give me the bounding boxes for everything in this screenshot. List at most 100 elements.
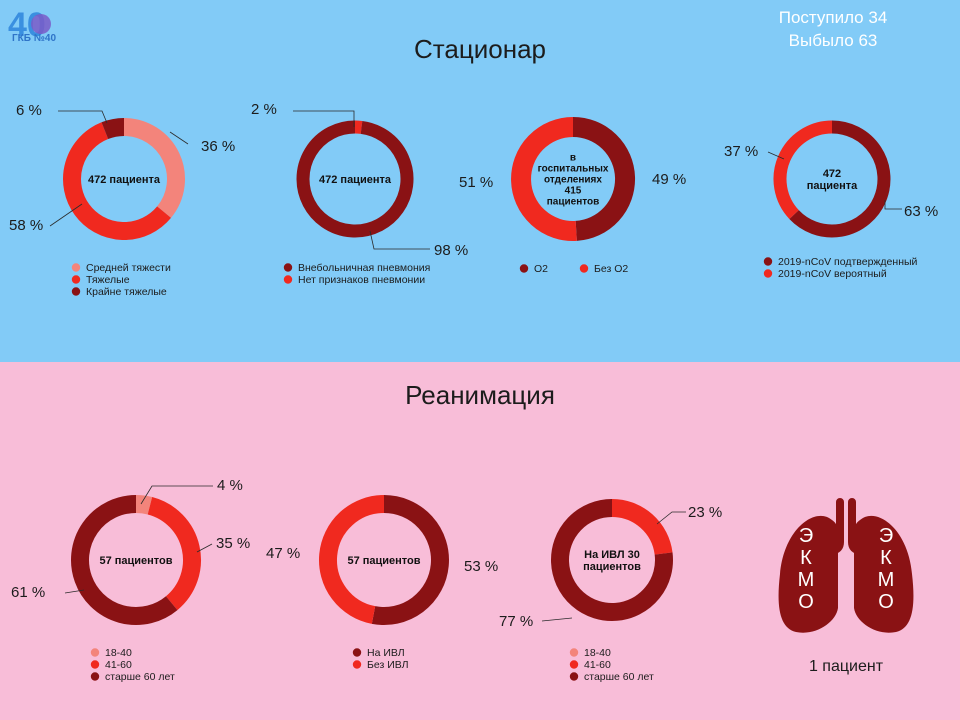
discharged-count: Выбыло 63 bbox=[788, 31, 878, 50]
donut-5-legend-label: 41-60 bbox=[105, 659, 132, 671]
donut-4-slice-1 bbox=[789, 120, 891, 238]
donut-4-center-label: пациента bbox=[807, 180, 858, 192]
donut-7-leader-line bbox=[541, 617, 573, 622]
donut-3-center-label: пациентов bbox=[547, 197, 600, 208]
donut-1-leader-line bbox=[58, 110, 108, 124]
donut-5-pct-label: 35 % bbox=[216, 535, 250, 552]
donut-5-slice-2 bbox=[147, 497, 201, 611]
donut-3-center-label: госпитальных bbox=[538, 164, 609, 175]
hospital-section-title: Стационар bbox=[413, 34, 546, 64]
donut-1-legend-label: Тяжелые bbox=[86, 274, 130, 286]
donut-7-pct-label: 23 % bbox=[688, 504, 722, 521]
donut-5-legend-label: старше 60 лет bbox=[105, 671, 175, 683]
donut-1-pct-label: 6 % bbox=[16, 102, 42, 119]
ekmo-letter: Э bbox=[799, 525, 813, 547]
donut-5-legend-swatch bbox=[90, 672, 100, 681]
icu-section-title: Реанимация bbox=[405, 380, 555, 410]
donut-3-center-label: в bbox=[570, 153, 576, 164]
donut-3-legend-label: Без O2 bbox=[594, 263, 628, 275]
donut-7-legend-swatch bbox=[569, 672, 579, 681]
donut-6-legend-swatch bbox=[352, 648, 362, 657]
donut-1-slice-2 bbox=[63, 122, 171, 240]
donut-3-center-label: отделениях bbox=[544, 175, 602, 186]
donut-5-legend-swatch bbox=[90, 660, 100, 669]
donut-4-center-label: 472 bbox=[823, 168, 841, 180]
donut-2-legend-swatch bbox=[283, 263, 293, 272]
donut-7-center-label: На ИВЛ 30 bbox=[584, 549, 640, 561]
donut-5-center-label: 57 пациентов bbox=[99, 555, 172, 567]
donut-6-pct-label: 47 % bbox=[266, 545, 300, 562]
donut-1-legend-swatch bbox=[71, 275, 81, 284]
donut-7-leader-line bbox=[656, 511, 686, 525]
donut-7-legend-swatch bbox=[569, 648, 579, 657]
donut-6-center-label: 57 пациентов bbox=[347, 555, 420, 567]
ekmo-letter: М bbox=[878, 569, 895, 591]
donut-7-slice-3 bbox=[551, 499, 673, 621]
donut-2-center-label: 472 пациента bbox=[319, 174, 392, 186]
donut-2-legend-swatch bbox=[283, 275, 293, 284]
ekmo-letter: О bbox=[878, 591, 894, 613]
donut-3-legend-swatch bbox=[519, 264, 529, 273]
donut-3-center-label: 415 bbox=[565, 186, 582, 197]
donut-6-pct-label: 53 % bbox=[464, 558, 498, 575]
donut-2-slice-2 bbox=[296, 120, 414, 238]
ekmo-letter: Э bbox=[879, 525, 893, 547]
donut-7-legend-swatch bbox=[569, 660, 579, 669]
hospital-section-background bbox=[0, 0, 960, 362]
admission-stats: Поступило 34 Выбыло 63 bbox=[760, 6, 906, 52]
donut-1-pct-label: 36 % bbox=[201, 138, 235, 155]
donut-6-legend-label: Без ИВЛ bbox=[367, 659, 409, 671]
donut-3-slice-2 bbox=[511, 117, 577, 241]
donut-1-legend-label: Средней тяжести bbox=[86, 262, 171, 274]
donut-7-center-label: пациентов bbox=[583, 561, 641, 573]
logo-text: ГКБ №40 bbox=[12, 33, 57, 44]
donut-5-leader-line bbox=[64, 589, 85, 594]
donut-1-slice-1 bbox=[123, 118, 185, 218]
donut-4-legend-label: 2019-nCoV подтвержденный bbox=[778, 256, 918, 268]
donut-4-pct-label: 37 % bbox=[724, 143, 758, 160]
donut-7-pct-label: 77 % bbox=[499, 613, 533, 630]
donut-2-legend-label: Внебольничная пневмония bbox=[298, 262, 430, 274]
donut-4-legend-swatch bbox=[763, 257, 773, 266]
donut-6-slice-2 bbox=[319, 495, 385, 624]
donut-2-pct-label: 98 % bbox=[434, 242, 468, 259]
donut-4-legend-swatch bbox=[763, 269, 773, 278]
donut-5-slice-3 bbox=[71, 495, 178, 625]
donut-7-legend-label: 18-40 bbox=[584, 647, 611, 659]
donut-1-leader-line bbox=[169, 131, 189, 145]
donut-5-leader-line bbox=[196, 543, 213, 553]
donut-5-legend-label: 18-40 bbox=[105, 647, 132, 659]
donut-7-legend-label: 41-60 bbox=[584, 659, 611, 671]
donut-4-leader-line bbox=[767, 151, 785, 160]
donut-6-slice-1 bbox=[371, 495, 449, 625]
ekmo-caption: 1 пациент bbox=[808, 658, 884, 675]
donut-4-legend-label: 2019-nCoV вероятный bbox=[778, 268, 887, 280]
donut-5-leader-line bbox=[140, 485, 213, 505]
donut-5-legend-swatch bbox=[90, 648, 100, 657]
ekmo-letter: К bbox=[880, 547, 892, 569]
donut-4-pct-label: 63 % bbox=[904, 203, 938, 220]
donut-3-pct-label: 49 % bbox=[652, 171, 686, 188]
donut-1-pct-label: 58 % bbox=[9, 217, 43, 234]
donut-2-leader-line bbox=[369, 230, 430, 250]
donut-1-legend-label: Крайне тяжелые bbox=[86, 286, 167, 298]
donut-2-pct-label: 2 % bbox=[251, 101, 277, 118]
donut-2-legend-label: Нет признаков пневмонии bbox=[298, 274, 425, 286]
donut-3-legend-label: O2 bbox=[534, 263, 548, 275]
donut-1-center-label: 472 пациента bbox=[88, 174, 161, 186]
hospital-logo: 40 bbox=[8, 6, 51, 44]
donut-4-leader-line bbox=[884, 200, 902, 210]
donut-7-slice-2 bbox=[611, 499, 673, 556]
donut-5-slice-1 bbox=[135, 495, 153, 515]
donut-3-slice-1 bbox=[572, 117, 636, 241]
ekmo-letter: К bbox=[800, 547, 812, 569]
donut-5-pct-label: 61 % bbox=[11, 584, 45, 601]
donut-1-leader-line bbox=[49, 203, 83, 227]
donut-5-pct-label: 4 % bbox=[217, 477, 243, 494]
ekmo-letter: О bbox=[798, 591, 814, 613]
donut-1-legend-swatch bbox=[71, 263, 81, 272]
donut-2-leader-line bbox=[293, 110, 355, 127]
